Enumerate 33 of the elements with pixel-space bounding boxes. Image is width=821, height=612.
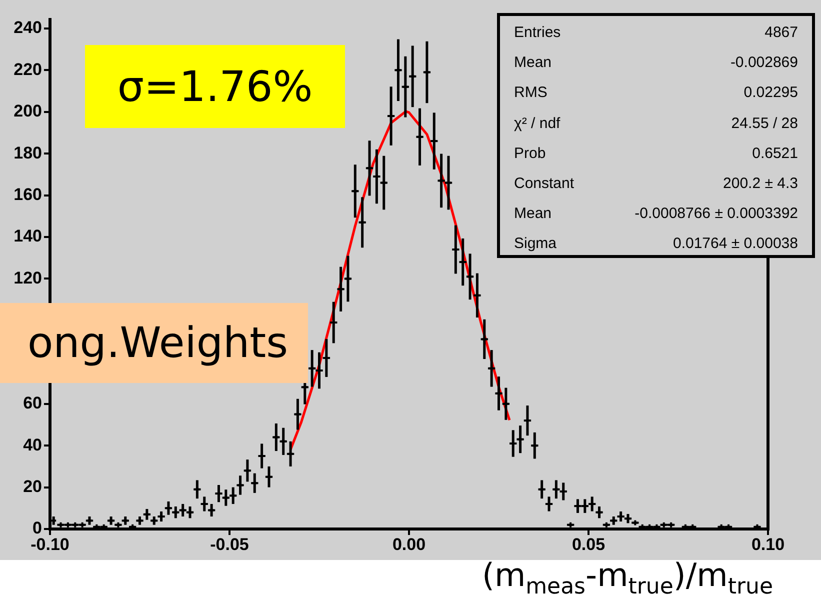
annotation: RMS — [514, 83, 548, 104]
y-tick-label: 20 — [23, 476, 42, 496]
annotation: 24.55 / 28 — [731, 114, 798, 134]
y-tick-label: 120 — [14, 268, 42, 288]
y-tick-label: 200 — [14, 102, 42, 121]
x-tick-label: -0.05 — [210, 534, 249, 554]
x-tick-label: 0.00 — [392, 534, 426, 554]
annotation: 0.6521 — [752, 144, 798, 164]
annotation: σ=1.76% — [85, 45, 345, 128]
annotation: Mean — [514, 204, 552, 224]
y-tick-label: 180 — [14, 143, 42, 162]
y-tick-label: 220 — [14, 60, 42, 79]
y-tick-label: 240 — [14, 18, 42, 38]
x-tick-label: 0.05 — [572, 534, 606, 554]
annotation: -0.0008766 ± 0.0003392 — [634, 204, 798, 224]
annotation: 200.2 ± 4.3 — [723, 174, 798, 194]
x-axis-title: (m$_{meas}$-m$_{true}$)/m$_{true}$ — [482, 556, 773, 600]
annotation: Entries — [514, 23, 561, 43]
y-tick-label: 60 — [23, 394, 42, 413]
annotation: -0.002869 — [730, 53, 798, 74]
annotation: Constant — [514, 174, 574, 194]
y-tick-label: 160 — [14, 184, 42, 204]
annotation: 0.01764 ± 0.00038 — [672, 234, 798, 254]
annotation: 4867 — [764, 23, 798, 43]
annotation: Prob — [514, 144, 546, 164]
y-tick-label: 140 — [14, 226, 42, 246]
annotation: Sigma — [514, 234, 557, 254]
x-tick-label: 0.10 — [751, 534, 785, 554]
annotation: 0.02295 — [744, 83, 798, 104]
annotation: Mean — [514, 53, 552, 74]
y-tick-label: 40 — [23, 435, 42, 454]
annotation: ong.Weights — [0, 303, 308, 383]
annotation: χ² / ndf — [514, 114, 560, 134]
